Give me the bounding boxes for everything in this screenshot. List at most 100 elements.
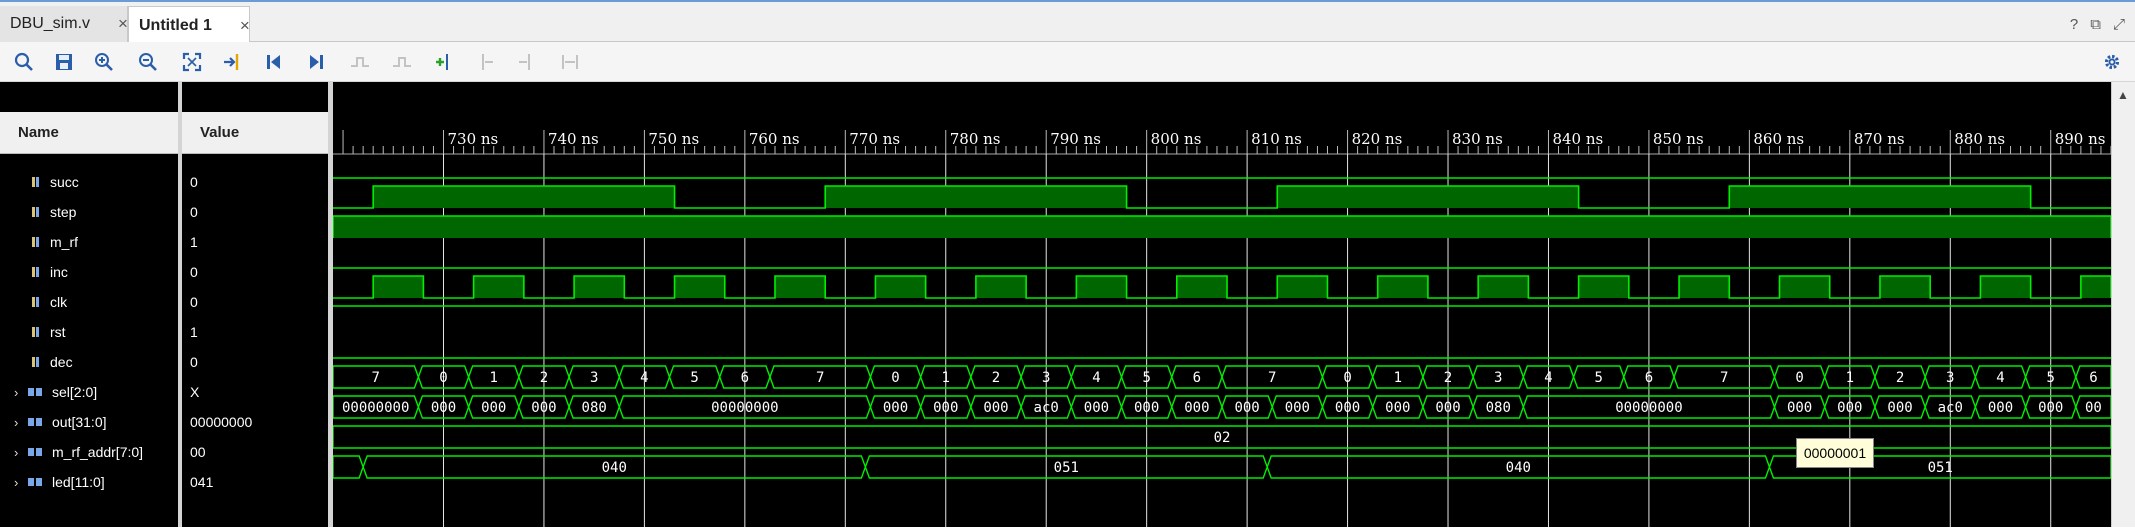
signal-name: rst (50, 324, 66, 340)
signal-value: 0 (190, 354, 198, 370)
value-wave-splitter[interactable] (328, 82, 333, 527)
go-to-end-icon[interactable] (302, 48, 330, 76)
signal-row[interactable]: succ (0, 167, 178, 197)
add-marker-icon[interactable] (430, 48, 458, 76)
sel-segment-label: 1 (1394, 370, 1402, 386)
signal-name: inc (50, 264, 68, 280)
sel-segment-label: 4 (640, 370, 648, 386)
scroll-up-icon[interactable]: ▲ (2117, 88, 2129, 102)
step-high-region (1277, 186, 1579, 208)
previous-transition-icon[interactable] (346, 48, 374, 76)
signal-row[interactable]: inc (0, 257, 178, 287)
clk-high-region (1076, 276, 1127, 298)
swap-cursors-icon[interactable] (556, 48, 584, 76)
signal-row[interactable]: › sel[2:0] (0, 377, 178, 407)
clk-high-region (1277, 276, 1328, 298)
time-label: 750 ns (648, 130, 699, 148)
out-segment-label: 000 (883, 400, 908, 416)
signal-row[interactable]: m_rf (0, 227, 178, 257)
window-controls: ? ⧉ ⤢ (2070, 16, 2125, 33)
save-icon[interactable] (50, 48, 78, 76)
out-segment-label: 000 (1285, 400, 1310, 416)
clk-high-region (473, 276, 524, 298)
out-segment-label: 000 (2038, 400, 2063, 416)
sel-segment-label: 5 (1142, 370, 1150, 386)
chevron-right-icon[interactable]: › (14, 444, 19, 460)
signal-row[interactable]: clk (0, 287, 178, 317)
time-label: 880 ns (1954, 130, 2005, 148)
out-segment-label: 080 (1486, 400, 1511, 416)
restore-icon[interactable]: ⧉ (2090, 16, 2101, 33)
go-to-start-icon[interactable] (260, 48, 288, 76)
clk-high-region (875, 276, 926, 298)
signal-value: 00000000 (190, 414, 253, 430)
zoom-fit-icon[interactable] (178, 48, 206, 76)
signal-row[interactable]: › out[31:0] (0, 407, 178, 437)
search-icon[interactable] (10, 48, 38, 76)
bus-signal-icon (28, 388, 42, 396)
value-column-header[interactable]: Value (182, 112, 328, 154)
close-icon[interactable]: × (239, 15, 250, 35)
sel-segment-label: 1 (942, 370, 950, 386)
maximize-icon[interactable]: ⤢ (2112, 16, 2125, 33)
out-segment-label: 000 (1435, 400, 1460, 416)
time-label: 870 ns (1854, 130, 1905, 148)
name-column-header[interactable]: Name (0, 112, 178, 154)
out-segment-label: 000 (481, 400, 506, 416)
waveform-toolbar (0, 42, 2135, 82)
time-label: 800 ns (1151, 130, 1202, 148)
signal-row[interactable]: step (0, 197, 178, 227)
sel-segment-label: 6 (741, 370, 749, 386)
gear-icon[interactable] (2098, 48, 2126, 76)
signal-row[interactable]: › led[11:0] (0, 467, 178, 497)
signal-name: succ (50, 174, 79, 190)
help-icon[interactable]: ? (2069, 16, 2079, 33)
step-wave (333, 185, 2111, 209)
signal-row[interactable]: dec (0, 347, 178, 377)
next-transition-icon[interactable] (388, 48, 416, 76)
time-label: 830 ns (1452, 130, 1503, 148)
time-label: 780 ns (950, 130, 1001, 148)
out-segment-label: 000 (983, 400, 1008, 416)
name-value-splitter[interactable] (178, 82, 182, 527)
step-high-region (1729, 186, 2031, 208)
tab-dbu-sim[interactable]: DBU_sim.v × (0, 6, 128, 42)
clk-high-region (2080, 276, 2111, 298)
signal-name: dec (50, 354, 73, 370)
signal-row[interactable]: rst (0, 317, 178, 347)
waveform-area[interactable]: 730 ns 740 ns 750 ns 760 ns 770 ns 780 ns 790 … (332, 82, 2112, 527)
signal-row[interactable]: › m_rf_addr[7:0] (0, 437, 178, 467)
step-high-region (373, 186, 675, 208)
waveform-canvas[interactable]: 730 ns 740 ns 750 ns 760 ns 770 ns 780 ns 790 … (332, 82, 2112, 527)
zoom-out-icon[interactable] (134, 48, 162, 76)
tab-untitled-1[interactable]: Untitled 1 × (128, 6, 250, 44)
clk-high-region (373, 276, 424, 298)
signal-value: 0 (190, 204, 198, 220)
chevron-right-icon[interactable]: › (14, 414, 19, 430)
out-segment-label: 000 (1385, 400, 1410, 416)
zoom-in-icon[interactable] (90, 48, 118, 76)
sel-segment-label: 7 (1268, 370, 1276, 386)
out-segment-label: 000 (1234, 400, 1259, 416)
clk-high-region (674, 276, 725, 298)
bit-signal-icon (32, 267, 39, 277)
previous-marker-icon[interactable] (472, 48, 500, 76)
bus-signal-icon (28, 418, 42, 426)
time-label: 890 ns (2055, 130, 2106, 148)
go-to-cursor-icon[interactable] (218, 48, 246, 76)
out-segment-label: 000 (1887, 400, 1912, 416)
signal-value: X (190, 384, 200, 400)
vertical-scrollbar[interactable]: ▲ (2111, 82, 2135, 527)
time-label: 760 ns (749, 130, 800, 148)
chevron-right-icon[interactable]: › (14, 474, 19, 490)
sel-segment-label: 0 (1795, 370, 1803, 386)
next-marker-icon[interactable] (512, 48, 540, 76)
signal-value: 00 (190, 444, 206, 460)
out-segment-label: 000 (1988, 400, 2013, 416)
out-segment-label: 000 (431, 400, 456, 416)
out-segment-label: 00000000 (711, 400, 778, 416)
chevron-right-icon[interactable]: › (14, 384, 19, 400)
close-icon[interactable]: × (118, 14, 128, 33)
time-label: 850 ns (1653, 130, 1704, 148)
bit-signal-icon (32, 327, 39, 337)
